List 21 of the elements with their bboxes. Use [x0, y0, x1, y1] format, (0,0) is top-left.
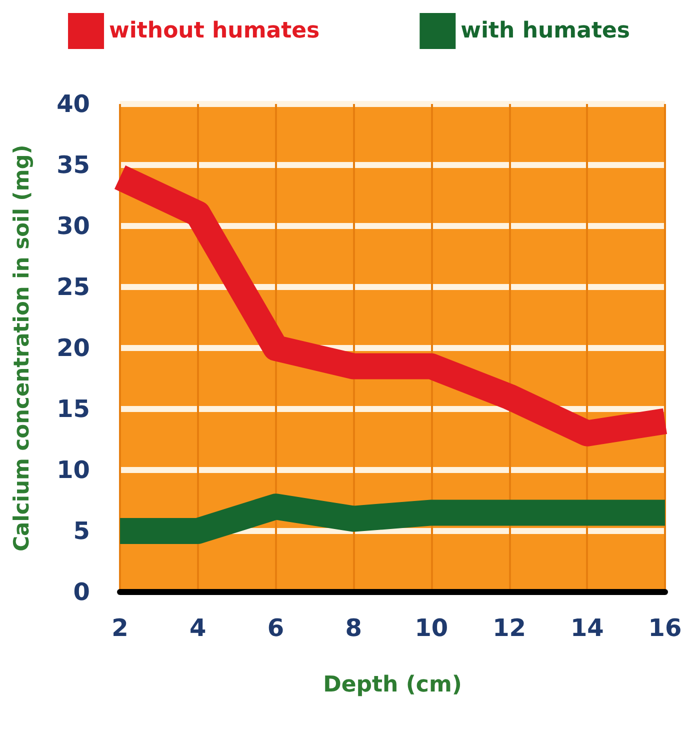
x-tick-label: 8 — [345, 614, 362, 642]
y-tick-label: 25 — [56, 273, 90, 301]
y-tick-label: 15 — [56, 395, 90, 423]
legend-label: without humates — [109, 18, 320, 44]
y-tick-label: 20 — [56, 334, 90, 362]
x-axis-title: Depth (cm) — [323, 672, 462, 698]
y-tick-label: 40 — [56, 90, 90, 118]
y-tick-label: 35 — [56, 151, 90, 179]
y-tick-label: 10 — [56, 456, 90, 484]
x-tick-label: 10 — [414, 614, 448, 642]
x-tick-label: 12 — [492, 614, 526, 642]
x-tick-label: 2 — [112, 614, 128, 642]
y-axis-title: Calcium concentration in soil (mg) — [10, 144, 34, 552]
x-tick-label: 6 — [267, 614, 284, 642]
y-tick-label: 5 — [73, 517, 90, 545]
y-tick-label: 0 — [73, 578, 90, 606]
y-tick-label: 30 — [56, 212, 90, 240]
x-tick-label: 16 — [648, 614, 682, 642]
x-tick-label: 4 — [190, 614, 206, 642]
x-tick-label: 14 — [570, 614, 604, 642]
legend-label: with humates — [460, 18, 630, 44]
